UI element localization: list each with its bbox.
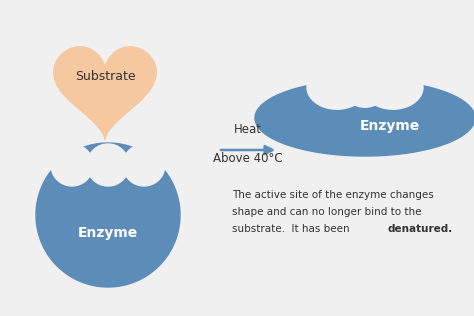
Text: The active site of the enzyme changes: The active site of the enzyme changes [232,190,434,200]
Text: Enzyme: Enzyme [78,226,138,240]
Polygon shape [345,75,385,107]
Text: Substrate: Substrate [75,70,135,83]
Polygon shape [51,144,93,186]
Text: shape and can no longer bind to the: shape and can no longer bind to the [232,207,421,217]
Polygon shape [255,80,474,156]
Polygon shape [87,144,129,186]
Text: denatured.: denatured. [388,224,453,234]
Polygon shape [363,65,423,109]
Polygon shape [123,144,165,186]
Text: substrate.  It has been: substrate. It has been [232,224,353,234]
Text: Heat: Heat [234,123,262,136]
Polygon shape [36,143,180,287]
Text: Above 40°C: Above 40°C [213,152,283,165]
Text: Enzyme: Enzyme [360,119,420,133]
Polygon shape [307,65,367,109]
Polygon shape [54,47,156,139]
